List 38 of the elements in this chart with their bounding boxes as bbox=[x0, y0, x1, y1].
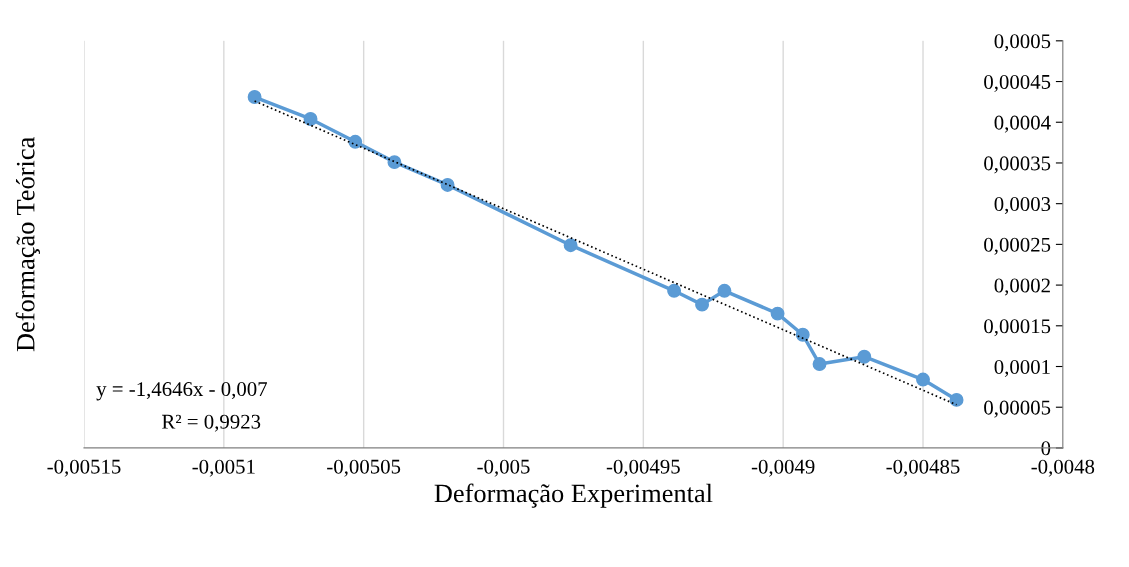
point bbox=[348, 134, 363, 149]
x-axis-title: Deformação Experimental bbox=[434, 483, 713, 508]
x-tick-label: -0,00515 bbox=[47, 459, 121, 477]
point bbox=[717, 283, 732, 298]
annotation: R² = 0,9923 bbox=[162, 414, 261, 432]
point bbox=[563, 238, 578, 253]
point bbox=[387, 155, 402, 170]
x-tick-label: -0,00495 bbox=[606, 459, 680, 477]
y-tick-label: 0,0003 bbox=[994, 197, 1051, 215]
y-tick-label: 0,00005 bbox=[984, 400, 1051, 418]
y-tick-label: 0,0002 bbox=[994, 278, 1050, 296]
point bbox=[247, 90, 262, 104]
y-tick-label: 0,00045 bbox=[984, 74, 1051, 92]
point bbox=[795, 327, 810, 342]
y-tick-label: 0,00025 bbox=[984, 237, 1051, 255]
x-tick-label: -0,0051 bbox=[192, 459, 255, 477]
x-tick-label: -0,0048 bbox=[1031, 459, 1095, 477]
point bbox=[949, 392, 964, 407]
point bbox=[303, 112, 318, 126]
y-tick-label: 0 bbox=[1041, 441, 1051, 456]
point bbox=[440, 177, 455, 192]
point bbox=[667, 283, 682, 298]
x-tick-label: -0,005 bbox=[477, 459, 530, 477]
point bbox=[916, 372, 930, 387]
point bbox=[812, 357, 827, 372]
y-axis-title: Deformação Teórica bbox=[15, 137, 40, 352]
y-tick-label: 0,0001 bbox=[994, 359, 1050, 377]
y-tick-label: 0,0005 bbox=[994, 34, 1051, 52]
x-tick-label: -0,00485 bbox=[886, 459, 960, 477]
y-tick-label: 0,0004 bbox=[994, 115, 1051, 133]
point bbox=[770, 306, 785, 321]
point bbox=[857, 349, 872, 364]
annotation: y = -1,4646x - 0,007 bbox=[96, 382, 268, 401]
y-tick-label: 0,00015 bbox=[984, 319, 1051, 337]
x-tick-label: -0,00505 bbox=[327, 459, 401, 477]
x-tick-label: -0,0049 bbox=[751, 459, 815, 477]
y-tick-label: 0,00035 bbox=[984, 156, 1051, 174]
point bbox=[695, 297, 710, 312]
